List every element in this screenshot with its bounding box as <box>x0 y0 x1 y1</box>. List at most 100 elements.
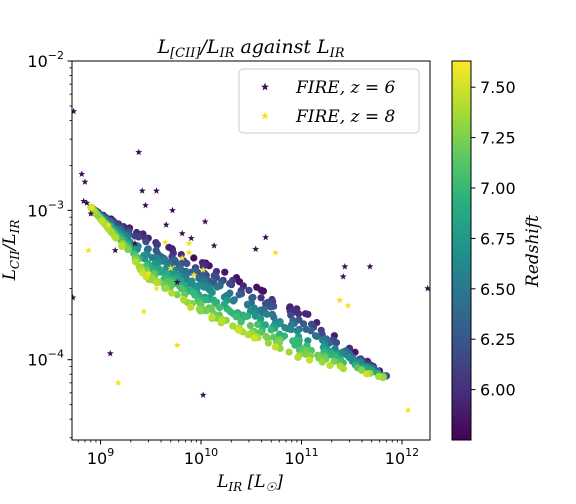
scatter-point <box>168 289 176 297</box>
z8-star-point <box>105 221 112 228</box>
legend-label: FIRE, z = 8 <box>295 107 396 127</box>
z6-star-point <box>339 273 347 280</box>
colorbar-tick-label: 7.25 <box>480 129 516 148</box>
scatter-point <box>242 312 250 321</box>
plot-frame <box>71 60 431 441</box>
scatter-point <box>229 297 238 305</box>
z8-star-point <box>185 249 193 256</box>
scatter-point <box>313 332 321 341</box>
scatter-point <box>118 242 126 251</box>
z6-star-point <box>81 178 89 185</box>
scatter-point <box>318 358 326 366</box>
scatter-point <box>112 234 120 242</box>
scatter-point <box>191 291 199 299</box>
scatter-point <box>190 254 198 262</box>
z6-star-point <box>169 206 176 214</box>
scatter-point <box>234 326 243 334</box>
scatter-point <box>299 320 308 328</box>
x-axis-label: LIR [L☉] <box>216 472 283 494</box>
z8-star-point <box>271 249 279 256</box>
z6-star-point <box>131 239 139 247</box>
z6-star-point <box>201 218 209 225</box>
scatter-point <box>153 279 161 287</box>
z6-star-point <box>424 284 430 292</box>
scatter-point <box>162 284 170 292</box>
scatter-point <box>339 364 347 373</box>
scatter-point <box>208 313 216 321</box>
colorbar-tick-label: 7.50 <box>480 78 516 97</box>
x-axis-ticks: 109 1010 1011 1012 <box>77 440 419 468</box>
z8-star-point <box>114 379 122 386</box>
z6-star-point <box>111 246 119 254</box>
scatter-point <box>254 320 262 329</box>
legend: FIRE, z = 6 FIRE, z = 8 <box>238 68 420 134</box>
colorbar-tick-label: 6.00 <box>480 381 516 400</box>
z6-star-point <box>178 229 186 237</box>
scatter-point <box>142 273 150 281</box>
scatter-point <box>267 326 275 334</box>
colorbar-gradient <box>451 60 472 441</box>
scatter-point <box>235 291 243 299</box>
data-points <box>72 107 430 413</box>
colorbar-tick-label: 7.00 <box>480 179 516 198</box>
z6-star-point <box>199 391 207 398</box>
z8-star-point <box>344 302 352 309</box>
scatter-point <box>263 310 271 318</box>
scatter-point <box>259 287 268 295</box>
y-tick-label: 10−2 <box>27 49 64 71</box>
z6-star-point <box>341 263 349 270</box>
scatter-point <box>301 310 310 318</box>
scatter-point <box>216 304 224 312</box>
scatter-point <box>177 250 185 259</box>
scatter-point <box>264 339 273 347</box>
legend-label: FIRE, z = 6 <box>295 78 396 98</box>
z6-star-point <box>72 294 77 301</box>
colorbar-label: Redshift <box>523 215 543 288</box>
scatter-point <box>191 267 199 275</box>
scatter-point <box>152 246 160 255</box>
z8-star-point <box>173 341 181 349</box>
z8-star-point <box>404 406 412 413</box>
colorbar-ticks: 6.00 6.25 6.50 6.75 7.00 7.25 7.50 <box>471 78 516 400</box>
scatter-point <box>245 286 253 294</box>
scatter-point <box>250 334 259 342</box>
z8-star-point <box>167 264 175 272</box>
scatter-point <box>195 305 203 313</box>
scatter-point <box>210 272 218 280</box>
scatter-point <box>262 332 270 340</box>
x-tick-label: 1011 <box>284 446 318 468</box>
scatter-point <box>142 238 150 246</box>
scatter-point <box>153 241 161 249</box>
z6-star-point <box>106 349 114 357</box>
z6-star-point <box>173 278 181 286</box>
chart-title: L[CII]/LIR against LIR <box>156 36 344 61</box>
colorbar-tick-label: 6.75 <box>480 229 516 248</box>
scatter-point <box>187 303 195 312</box>
plot-area: 109 1010 1011 1012 10−4 10−3 10−2 <box>27 49 431 468</box>
scatter-point <box>295 310 303 318</box>
z6-star-point <box>135 148 143 156</box>
scatter-point <box>173 291 181 299</box>
z8-star-point <box>140 307 148 315</box>
scatter-point <box>267 303 275 311</box>
x-tick-label: 109 <box>87 446 114 468</box>
colorbar: 6.00 6.25 6.50 6.75 7.00 7.25 7.50 Redshift <box>451 60 543 441</box>
y-axis-label: LCII/LIR <box>0 220 22 282</box>
scatter-point <box>294 353 302 361</box>
scatter-point <box>237 318 245 326</box>
scatter-point <box>285 348 293 356</box>
z6-star-point <box>80 197 88 205</box>
z6-star-point <box>138 187 146 194</box>
scatter-point <box>257 294 265 302</box>
z6-star-point <box>142 201 149 209</box>
scatter-point <box>177 285 186 293</box>
scatter-point <box>208 288 216 297</box>
scatter-point <box>232 313 240 321</box>
z6-star-point <box>153 187 160 194</box>
z8-star-point <box>185 239 193 247</box>
scatter-point <box>326 361 334 370</box>
scatter-point <box>293 327 301 335</box>
scatter-point <box>305 356 314 364</box>
scatter-point <box>226 279 234 288</box>
